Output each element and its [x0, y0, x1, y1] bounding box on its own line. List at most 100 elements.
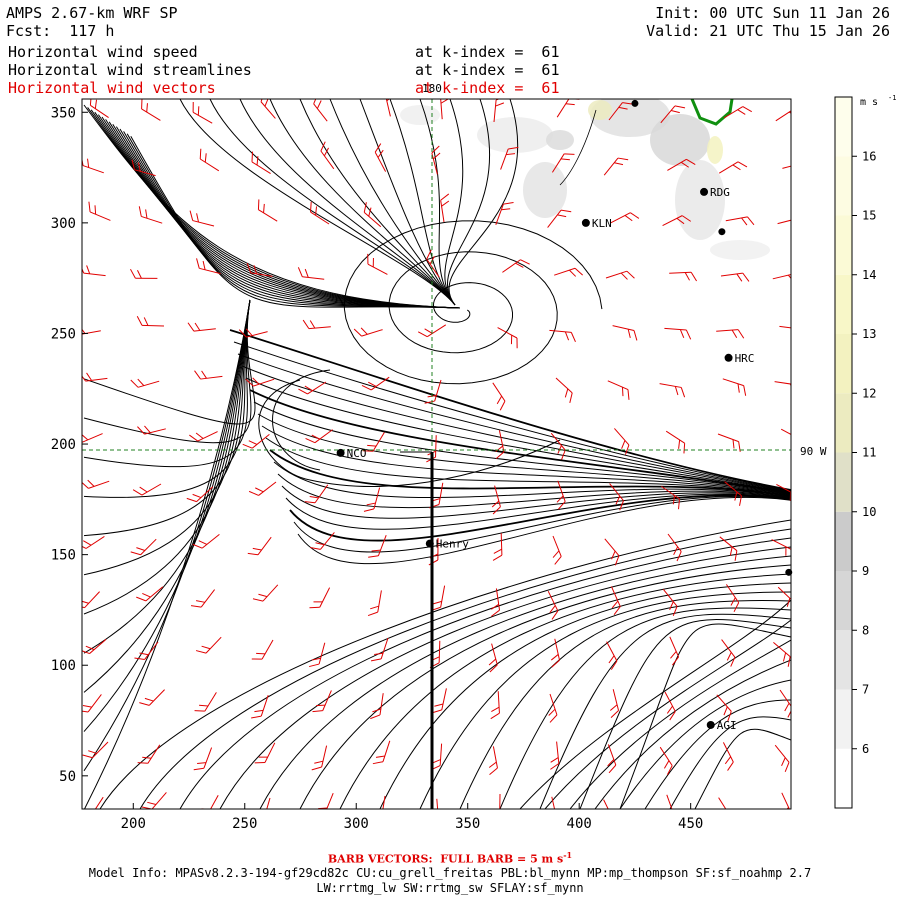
wind-barb [604, 538, 620, 566]
wind-barb [137, 425, 166, 435]
colorbar-segment [835, 215, 852, 275]
colorbar-label: 13 [862, 327, 876, 341]
wind-barb [547, 590, 559, 620]
streamline [139, 528, 791, 809]
barb-note: BARB VECTORS: FULL BARB = 5 m s-1 [327, 850, 573, 866]
wind-barb [720, 272, 750, 282]
colorbar-segment [835, 511, 852, 571]
wind-barb [608, 102, 633, 121]
colorbar-label: 12 [862, 386, 876, 400]
wind-barb [82, 694, 102, 713]
wind-barb [82, 263, 106, 277]
wind-barb [305, 429, 333, 444]
wind-barb [304, 484, 329, 504]
wind-barb [242, 434, 270, 449]
wind-barb [773, 642, 791, 667]
streamline [619, 679, 791, 809]
wind-barb [549, 329, 576, 343]
ice-edge-line [559, 109, 597, 186]
wind-barb [82, 741, 109, 759]
wind-barb [777, 586, 791, 607]
wind-barb [771, 539, 791, 560]
wind-barb [660, 105, 686, 124]
wind-barb [722, 378, 747, 396]
wind-barb [491, 485, 501, 515]
station-marker: HRC [724, 352, 754, 365]
wind-barb [186, 486, 214, 503]
streamline [83, 299, 252, 444]
wind-barb [667, 158, 696, 171]
wind-barb [320, 141, 335, 170]
wind-barb [353, 327, 383, 337]
wind-barb [667, 533, 682, 562]
colorbar-segment [835, 274, 852, 334]
wind-barb [137, 744, 161, 764]
wind-speed-patch [523, 162, 567, 218]
wind-barb [502, 259, 530, 273]
streamline [245, 377, 791, 493]
station-dot [631, 99, 639, 107]
wind-barb [488, 746, 498, 775]
colorbar-label: 9 [862, 564, 869, 578]
wind-barb [309, 587, 331, 609]
wind-barb [551, 796, 558, 809]
wind-barb [88, 201, 111, 221]
streamline [272, 369, 331, 471]
wind-barb [782, 162, 791, 169]
x-tick-label: 300 [344, 816, 369, 832]
streamline [619, 623, 791, 809]
station-label: Henry [436, 538, 469, 551]
wind-barb [248, 481, 277, 496]
wind-barb [552, 535, 562, 565]
wind-barb [724, 481, 742, 506]
wind-barb [90, 796, 104, 809]
wind-barb [82, 535, 105, 549]
wind-barb [136, 586, 164, 602]
streamline [579, 619, 791, 809]
wind-barb [134, 641, 159, 660]
wind-barb [190, 589, 215, 608]
station-dot [718, 228, 726, 236]
wind-barb [254, 742, 276, 764]
streamline [261, 425, 791, 496]
colorbar-label: 11 [862, 446, 876, 460]
station-dot [785, 568, 793, 576]
y-tick-label: 250 [51, 326, 76, 342]
colorbar-segment [835, 452, 852, 512]
station-label: RDG [710, 186, 730, 199]
wind-barb [555, 377, 573, 404]
wind-barb [302, 319, 331, 330]
x-tick-label: 250 [232, 816, 257, 832]
wind-barb [368, 535, 387, 558]
streamline [233, 341, 791, 492]
streamline [419, 99, 456, 306]
streamline [83, 299, 251, 537]
wind-speed-shading [400, 99, 770, 260]
wind-barb [130, 538, 157, 556]
wind-barb [381, 795, 386, 809]
streamline [544, 619, 791, 809]
streamline [281, 485, 791, 519]
colorbar-segment [835, 393, 852, 453]
station-label: AGI [717, 719, 737, 732]
x-tick-label: 400 [567, 816, 592, 832]
wind-barb [495, 430, 505, 460]
wind-barb [132, 483, 162, 496]
wind-barb [251, 695, 269, 719]
streamline [130, 135, 461, 309]
level-wind-vectors: at k-index = 61 [415, 79, 560, 97]
streamline [239, 99, 456, 306]
wind-barb [136, 316, 165, 327]
streamline [259, 555, 791, 809]
colorbar-label: 14 [862, 268, 876, 282]
wind-barb [82, 638, 107, 655]
lat-lon-grid [82, 99, 791, 809]
wind-speed-patch [650, 114, 710, 166]
wind-barb [440, 193, 450, 223]
wind-barb [609, 689, 620, 718]
wind-barb [725, 584, 740, 613]
y-tick-label: 200 [51, 437, 76, 453]
wind-barb [497, 327, 518, 349]
x-tick-label: 450 [678, 816, 703, 832]
wind-barb [436, 798, 440, 809]
